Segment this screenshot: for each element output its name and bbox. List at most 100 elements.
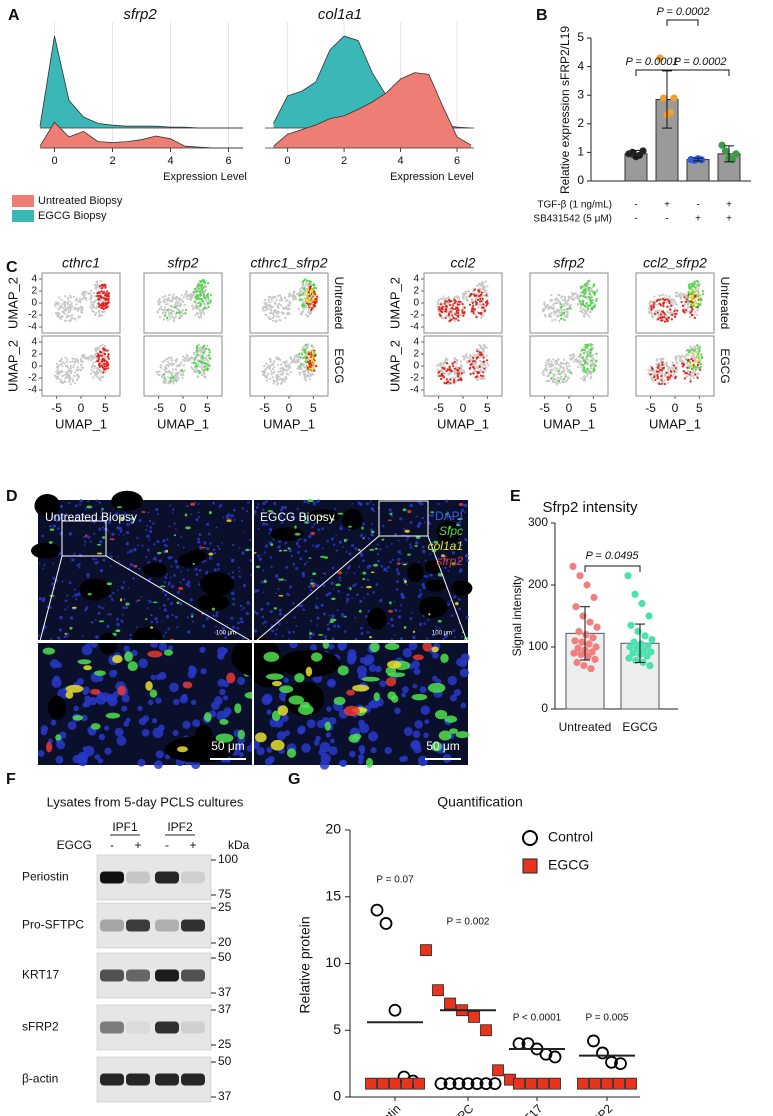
umap-cell-dot <box>565 362 567 364</box>
umap-cell-dot <box>103 355 105 357</box>
x-axis-label: Expression Level <box>163 171 247 183</box>
umap-cell-dot <box>263 365 265 367</box>
umap-cell-dot <box>192 295 194 297</box>
nucleus <box>164 544 167 547</box>
umap-cell-dot <box>108 358 110 360</box>
umap-cell-dot <box>583 369 585 371</box>
nucleus <box>388 508 391 511</box>
umap-cell-dot <box>664 313 666 315</box>
umap-cell-dot <box>682 365 684 367</box>
nucleus <box>149 600 152 603</box>
umap-cell-dot <box>65 320 67 322</box>
nucleus <box>426 575 429 578</box>
umap-cell-dot <box>96 295 98 297</box>
nucleus <box>83 536 85 538</box>
umap-cell-dot <box>441 311 443 313</box>
umap-cell-dot <box>312 293 314 295</box>
stain <box>133 565 137 568</box>
umap-cell-dot <box>201 350 203 352</box>
umap-cell-dot <box>92 376 94 378</box>
umap-cell-dot <box>439 364 441 366</box>
umap-cell-dot <box>271 299 273 301</box>
nucleus <box>354 617 356 619</box>
umap-cell-dot <box>165 303 167 305</box>
umap-frame <box>424 336 502 396</box>
umap-cell-dot <box>71 302 73 304</box>
umap-cell-dot <box>201 374 203 376</box>
airspace <box>111 491 143 511</box>
umap-cell-dot <box>449 382 451 384</box>
nucleus <box>99 501 102 504</box>
umap-cell-dot <box>209 301 211 303</box>
umap-cell-dot <box>585 346 587 348</box>
data-point <box>572 603 579 610</box>
umap-cell-dot <box>487 364 489 366</box>
nucleus <box>59 628 62 631</box>
nucleus <box>336 549 338 551</box>
umap-cell-dot <box>590 359 592 361</box>
umap-cell-dot <box>685 309 687 311</box>
nucleus <box>66 594 68 596</box>
umap-cell-dot <box>161 309 163 311</box>
nucleus <box>232 626 235 629</box>
umap-cell-dot <box>197 283 199 285</box>
umap-cell-dot <box>587 350 589 352</box>
umap-cell-dot <box>102 292 104 294</box>
nucleus <box>256 506 259 509</box>
nucleus <box>212 615 214 617</box>
umap-cell-dot <box>595 353 597 355</box>
umap-cell-dot <box>104 365 106 367</box>
umap-cell-dot <box>555 302 557 304</box>
nucleus <box>246 510 248 512</box>
nucleus <box>150 621 153 624</box>
stain <box>85 534 87 537</box>
nucleus <box>429 514 431 516</box>
umap-cell-dot <box>197 313 199 315</box>
umap-cell-dot <box>61 382 63 384</box>
umap-cell-dot <box>199 303 201 305</box>
umap-cell-dot <box>208 354 210 356</box>
umap-cell-dot <box>270 309 272 311</box>
umap-cell-dot <box>282 369 284 371</box>
umap-cell-dot <box>304 373 306 375</box>
umap-cell-dot <box>560 318 562 320</box>
umap-cell-dot <box>674 313 676 315</box>
nucleus <box>299 557 302 560</box>
nucleus <box>103 559 106 562</box>
nucleus <box>346 601 348 603</box>
umap-cell-dot <box>472 372 474 374</box>
nucleus <box>98 606 101 609</box>
nucleus <box>254 629 257 632</box>
nucleus <box>339 576 342 579</box>
umap-cell-dot <box>698 284 700 286</box>
nucleus <box>390 618 393 621</box>
umap-cell-dot <box>302 283 304 285</box>
umap-cell-dot <box>175 361 177 363</box>
nucleus <box>276 619 278 621</box>
nucleus <box>141 596 143 598</box>
umap-cell-dot <box>584 309 586 311</box>
umap-cell-dot <box>543 303 545 305</box>
umap-cell-dot <box>273 311 275 313</box>
umap-cell-dot <box>563 368 565 370</box>
umap-cell-dot <box>576 360 578 362</box>
umap-cell-dot <box>58 303 60 305</box>
data-point <box>433 985 444 996</box>
umap-cell-dot <box>585 296 587 298</box>
nucleus <box>257 555 260 558</box>
nucleus <box>219 505 222 508</box>
nucleus <box>57 527 60 530</box>
nucleus <box>254 589 258 593</box>
umap-cell-dot <box>470 373 472 375</box>
umap-cell-dot <box>700 363 702 365</box>
x-axis-label: UMAP_1 <box>263 416 315 431</box>
p-value: P = 0.005 <box>586 1013 629 1024</box>
umap-cell-dot <box>178 317 180 319</box>
p-value: P = 0.0002 <box>656 6 709 18</box>
nucleus <box>313 502 316 505</box>
umap-cell-dot <box>104 360 106 362</box>
umap-cell-dot <box>107 355 109 357</box>
nucleus <box>396 588 398 590</box>
umap-cell-dot <box>477 289 479 291</box>
umap-cell-dot <box>442 370 444 372</box>
